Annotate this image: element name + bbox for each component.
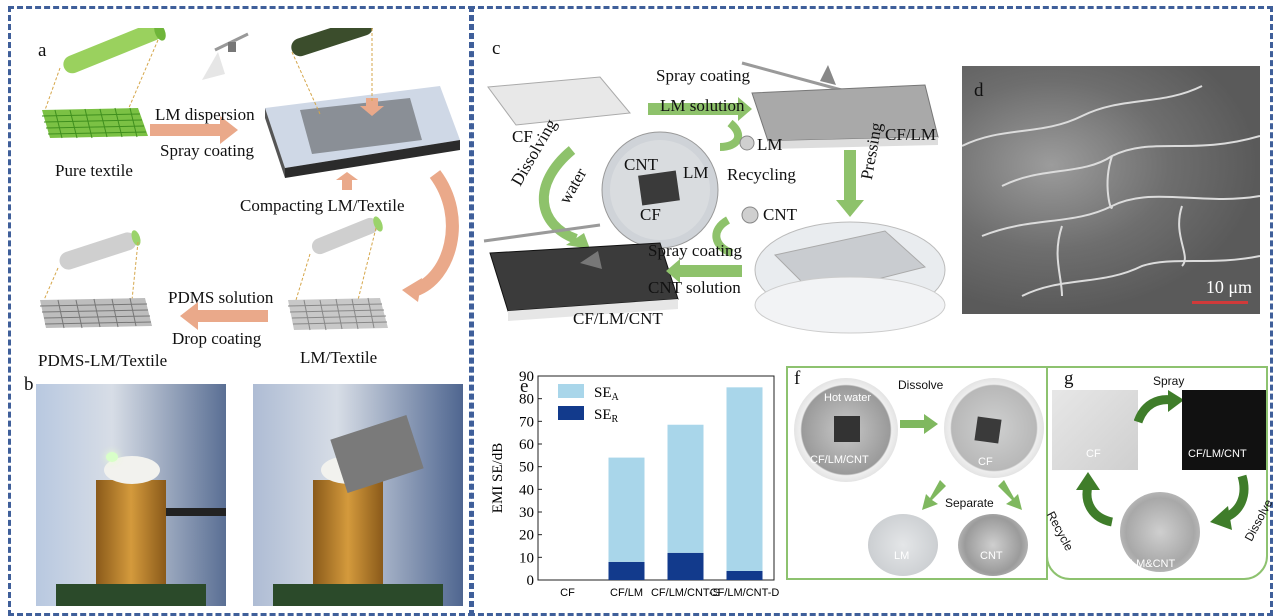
dish-cnt: CNT [958,514,1028,576]
panel-letter-g: g [1064,368,1074,389]
y-tick-label: 50 [519,460,534,476]
panel-letter-e: e [520,376,529,397]
x-tick-label: CF/LM [610,587,643,599]
arrow-recycle [1076,472,1114,527]
panel-d-sem-image: d 10 μm [962,66,1260,314]
compacting-glass-illustration [265,86,460,178]
y-tick-label: 80 [519,392,534,408]
label-lm-textile: LM/Textile [300,348,378,367]
dish-hot-water: Hot water CF/LM/CNT [794,378,898,482]
label-c-cf: CF [512,127,533,146]
arrow-separate-left [922,480,946,510]
arrow-dissolve-f [900,414,938,434]
label-c-lm-dish: LM [683,163,709,182]
panel-letter-a: a [38,40,47,61]
label-pure-textile: Pure textile [55,161,133,180]
panel-f-frame: f Hot water CF/LM/CNT Dissolve CF Separa… [786,366,1048,580]
bar-se-a [726,387,763,571]
label-f-lm: LM [894,550,910,562]
lm-textile-illustration [287,297,388,331]
panel-b-photo-led-on [36,384,226,606]
label-spray-coating-a: Spray coating [160,141,254,160]
y-tick-label: 30 [519,505,534,521]
label-c-cnt-dish: CNT [624,155,658,174]
swatch-cf: CF [1052,390,1138,470]
panel-letter-f: f [794,368,801,389]
bar-se-r [667,552,704,580]
panel-letter-b: b [24,374,34,395]
label-g-cf: CF [1086,448,1101,460]
label-g-spray: Spray [1153,374,1185,388]
label-lm-dispersion: LM dispersion [155,105,255,124]
legend-label: SER [594,407,619,425]
label-hot-water: Hot water [824,392,872,404]
label-c-spray-coating-bottom: Spray coating [648,241,742,260]
panel-c-schematic [483,61,946,334]
label-f-cnt: CNT [980,550,1003,562]
label-f-dissolve: Dissolve [898,378,944,392]
label-g-cf-lm-cnt: CF/LM/CNT [1188,448,1247,460]
label-c-recycling: Recycling [727,165,796,184]
y-tick-label: 40 [519,482,534,498]
panel-letter-d: d [974,80,984,101]
label-c-cf-dish: CF [640,205,661,224]
bar-se-r [726,570,763,580]
label-drop-coating: Drop coating [172,329,262,348]
panel-letter-c: c [492,38,501,59]
coated-fiber-illustration [291,28,374,57]
label-c-lm: LM [757,135,783,154]
label-f-cf-lm-cnt: CF/LM/CNT [810,454,869,466]
y-axis-label: EMI SE/dB [490,443,506,513]
label-f-cf: CF [978,456,993,468]
y-tick-label: 20 [519,528,534,544]
plot-frame [537,375,775,581]
panel-e-chart: 0 10 20 30 40 50 60 70 80 90 EMI SE/dB CF CF/LM CF/LM… [490,369,780,599]
label-pdms-solution: PDMS solution [168,288,274,307]
pdms-lm-textile-illustration [39,297,152,329]
y-tick-label: 10 [519,550,534,566]
label-c-cnt: CNT [763,205,797,224]
x-tick-label: CF/LM/CNT-S [651,587,720,599]
legend-swatch [558,384,584,398]
arrow-separate-right [998,480,1022,510]
spray-gun-illustration [202,32,249,80]
arrow-g-dissolve [1210,474,1249,530]
label-g-lm-cnt: LM&CNT [1130,558,1176,570]
label-c-cf-lm: CF/LM [885,125,937,144]
swatch-cf-lm-cnt: CF/LM/CNT [1182,390,1266,470]
label-compacting: Compacting LM/Textile [240,196,405,215]
y-tick-label: 70 [519,414,534,430]
panel-b-photo-led-off [253,384,463,606]
bar-se-r [608,561,645,580]
label-c-lm-solution: LM solution [660,96,745,115]
y-tick-label: 90 [519,369,534,385]
y-tick-label: 60 [519,437,534,453]
dish-lm-cnt: LM&CNT [1120,492,1200,572]
x-tick-label: CF [560,587,575,599]
dish-cf: CF [944,378,1044,478]
scale-bar-line [1192,301,1248,304]
label-c-cf-lm-cnt: CF/LM/CNT [573,309,663,328]
label-c-spray-coating-top: Spray coating [656,66,750,85]
panel-a-schematic [39,28,460,331]
y-tick-label: 0 [527,573,535,589]
bar-se-a [667,424,704,553]
green-fiber-illustration [63,28,166,74]
label-f-separate: Separate [945,496,994,510]
label-pdms-lm-textile: PDMS-LM/Textile [38,351,168,370]
bar-se-a [608,457,645,562]
label-c-cnt-solution: CNT solution [648,278,741,297]
x-tick-label: CF/LM/CNT-D [710,587,780,599]
legend-label: SEA [594,385,620,403]
legend-swatch [558,406,584,420]
panel-g-frame: g CF Spray CF/LM/CNT Dissolve LM&CNT Rec… [1044,366,1275,580]
dish-lm: LM [868,514,938,576]
arrow-spray [1134,390,1184,424]
pure-textile-illustration [41,107,148,139]
scale-bar-label: 10 μm [1205,277,1252,297]
